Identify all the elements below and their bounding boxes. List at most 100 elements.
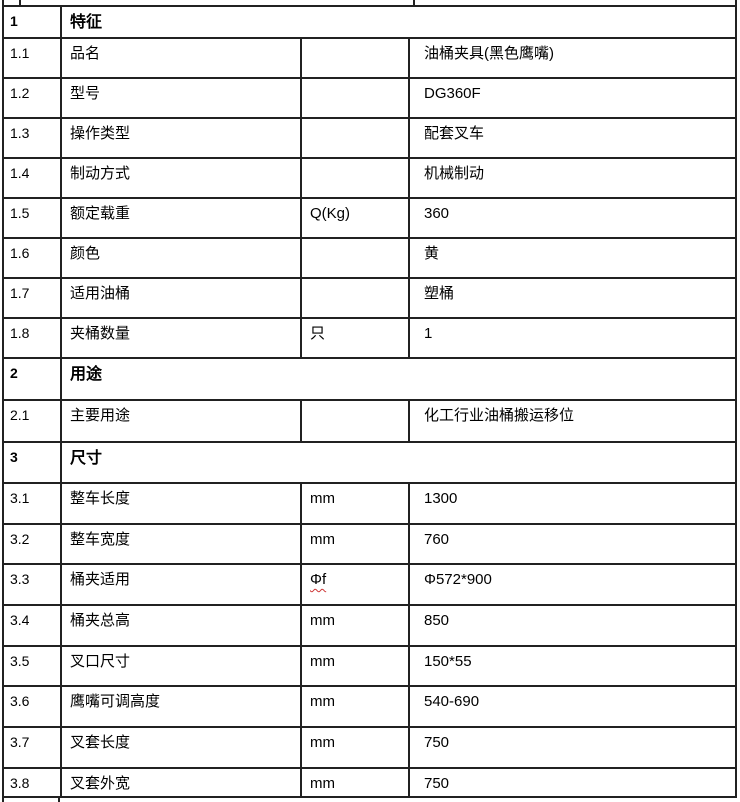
row-label: 夹桶数量 — [62, 319, 302, 357]
row-unit: Q(Kg) — [302, 199, 410, 237]
row-unit: 只 — [302, 319, 410, 357]
table-body: 1 特征 1.1 品名 油桶夹具(黑色鹰嘴) 1.2 型号 DG360F 1.3 操作类型 配套叉车… — [2, 7, 737, 798]
row-unit — [302, 39, 410, 77]
row-number: 2.1 — [4, 401, 62, 441]
row-value: Φ572*900 — [424, 571, 492, 588]
row-number: 1.5 — [4, 199, 62, 237]
row-value: 850 — [424, 612, 450, 629]
row-unit: mm — [302, 484, 410, 523]
row-value: 塑桶 — [424, 285, 455, 302]
row-number: 1.2 — [4, 79, 62, 117]
partial-row-divider — [413, 0, 415, 5]
table-row: 2.1 主要用途 化工行业油桶搬运移位 — [2, 401, 737, 443]
row-value: 机械制动 — [424, 165, 485, 182]
row-label: 叉口尺寸 — [62, 647, 302, 685]
partial-row-divider — [19, 0, 21, 5]
row-label: 桶夹适用 — [62, 565, 302, 604]
row-label: 型号 — [62, 79, 302, 117]
table-row: 3.5 叉口尺寸 mm 150*55 — [2, 647, 737, 687]
row-number: 1.3 — [4, 119, 62, 157]
table-row: 1.8 夹桶数量只 1 — [2, 319, 737, 359]
row-number: 3.6 — [4, 687, 62, 726]
row-value: 化工行业油桶搬运移位 — [424, 407, 575, 424]
table-row: 3.3 桶夹适用 Φf Φ572*900 — [2, 565, 737, 606]
table-left-border — [2, 0, 4, 5]
row-number: 3 — [4, 443, 62, 482]
table-top-partial-row — [2, 0, 737, 7]
row-value: 750 — [424, 775, 450, 792]
table-bottom-partial-row — [2, 798, 737, 802]
row-unit: mm — [302, 687, 410, 726]
row-value: 1300 — [424, 490, 458, 507]
row-label: 整车宽度 — [62, 525, 302, 563]
row-unit: mm — [302, 647, 410, 685]
row-label: 叉套长度 — [62, 728, 302, 767]
row-label: 制动方式 — [62, 159, 302, 197]
row-number: 3.1 — [4, 484, 62, 523]
row-label: 叉套外宽 — [62, 769, 302, 796]
table-row: 1.3 操作类型 配套叉车 — [2, 119, 737, 159]
row-number: 1.8 — [4, 319, 62, 357]
table-row: 1.2 型号 DG360F — [2, 79, 737, 119]
row-label: 适用油桶 — [62, 279, 302, 317]
row-number: 3.2 — [4, 525, 62, 563]
row-label: 用途 — [70, 366, 103, 383]
row-unit: Φf — [302, 565, 410, 604]
table-row: 1.1 品名 油桶夹具(黑色鹰嘴) — [2, 39, 737, 79]
row-unit — [302, 401, 410, 441]
row-value: 360 — [424, 205, 450, 222]
row-label: 特征 — [70, 14, 103, 31]
misspelled-unit-text: Φf — [310, 571, 327, 588]
column-divider — [58, 798, 60, 802]
row-number: 1.7 — [4, 279, 62, 317]
row-label: 尺寸 — [70, 450, 103, 467]
row-label: 操作类型 — [62, 119, 302, 157]
row-number: 1.4 — [4, 159, 62, 197]
row-value: 150*55 — [424, 653, 472, 670]
row-unit: mm — [302, 606, 410, 645]
row-unit — [302, 279, 410, 317]
row-value: 油桶夹具(黑色鹰嘴) — [424, 45, 554, 62]
table-row: 3.6 鹰嘴可调高度 mm 540-690 — [2, 687, 737, 728]
table-row: 3.8 叉套外宽 mm 750 — [2, 769, 737, 798]
row-label: 鹰嘴可调高度 — [62, 687, 302, 726]
row-number: 3.4 — [4, 606, 62, 645]
row-label: 品名 — [62, 39, 302, 77]
row-value: DG360F — [424, 85, 481, 102]
row-number: 3.8 — [4, 769, 62, 796]
table-row: 3.4 桶夹总高 mm 850 — [2, 606, 737, 647]
table-left-border — [2, 798, 4, 802]
table-row: 3.7 叉套长度 mm 750 — [2, 728, 737, 769]
table-row: 1.4 制动方式 机械制动 — [2, 159, 737, 199]
row-label: 整车长度 — [62, 484, 302, 523]
table-row: 3 尺寸 — [2, 443, 737, 484]
row-label: 桶夹总高 — [62, 606, 302, 645]
table-row: 1.6 颜色 黄 — [2, 239, 737, 279]
table-row: 3.1 整车长度 mm 1300 — [2, 484, 737, 525]
table-row: 1.5 额定载重 Q(Kg) 360 — [2, 199, 737, 239]
row-number: 3.7 — [4, 728, 62, 767]
row-unit: mm — [302, 525, 410, 563]
row-number: 1.6 — [4, 239, 62, 277]
row-label: 额定载重 — [62, 199, 302, 237]
table-row: 2 用途 — [2, 359, 737, 401]
table-row: 1 特征 — [2, 7, 737, 39]
row-unit: mm — [302, 769, 410, 796]
row-unit: mm — [302, 728, 410, 767]
row-value: 760 — [424, 531, 450, 548]
row-number: 1.1 — [4, 39, 62, 77]
row-value: 1 — [424, 325, 433, 342]
row-value: 540-690 — [424, 693, 480, 710]
row-number: 1 — [4, 7, 62, 37]
row-unit — [302, 159, 410, 197]
row-unit — [302, 239, 410, 277]
row-label: 颜色 — [62, 239, 302, 277]
row-value: 配套叉车 — [424, 125, 485, 142]
row-unit — [302, 79, 410, 117]
table-right-border — [735, 0, 737, 5]
row-value: 黄 — [424, 245, 440, 262]
row-label: 主要用途 — [62, 401, 302, 441]
table-row: 1.7 适用油桶 塑桶 — [2, 279, 737, 319]
